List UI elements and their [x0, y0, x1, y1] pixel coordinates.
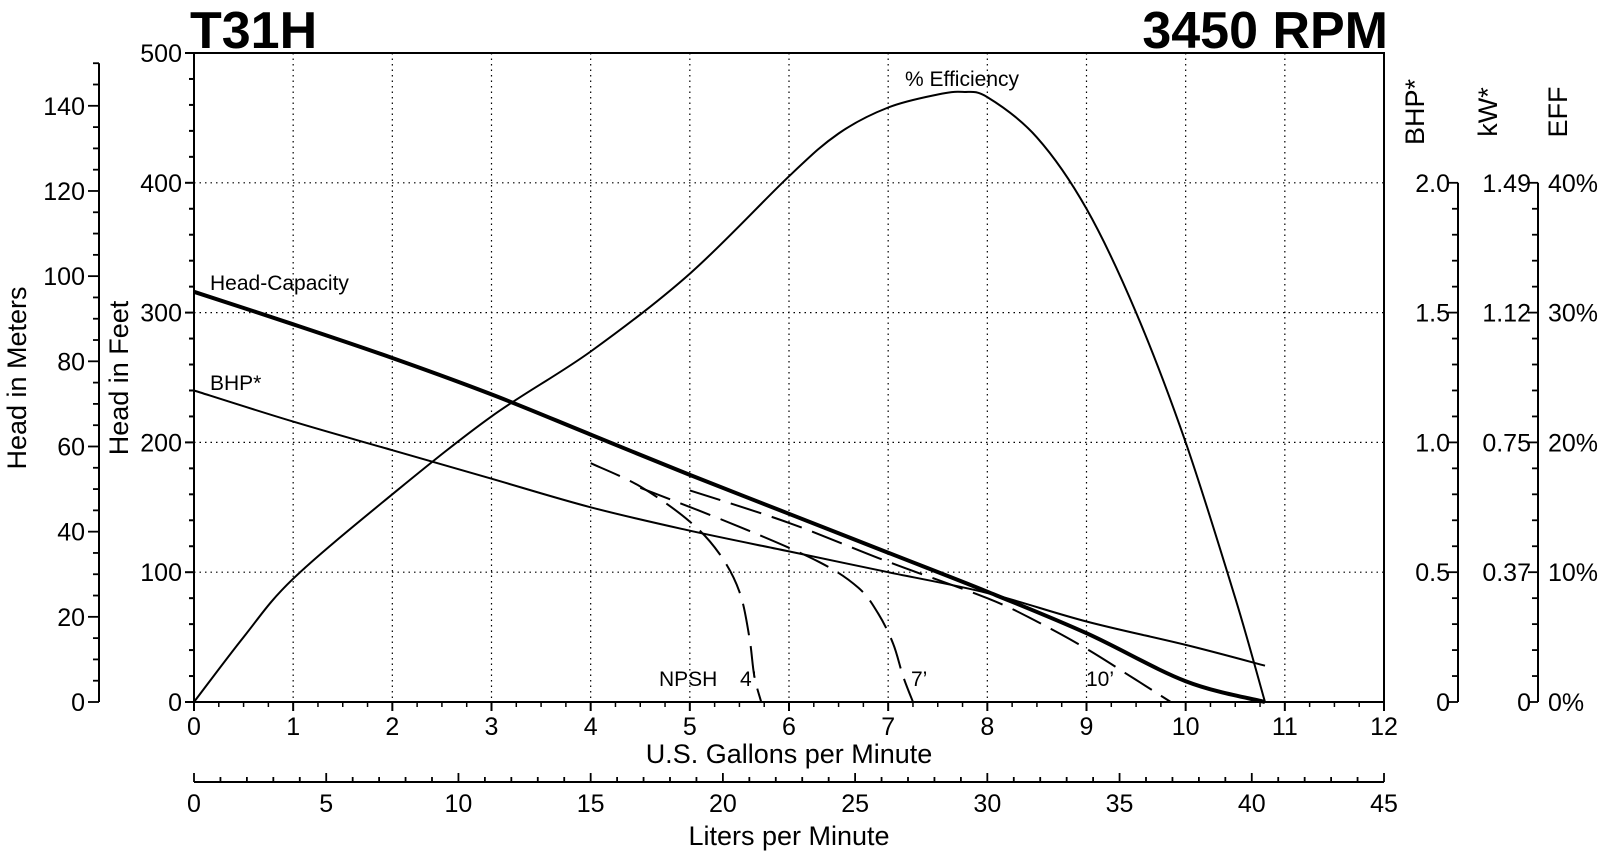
- eff-tick-label: 40%: [1548, 170, 1598, 198]
- y-axis-title-kw: kW*: [1473, 87, 1503, 137]
- x-tick-label: 2: [385, 713, 399, 741]
- bhp-tick-label: 1.0: [1415, 429, 1450, 457]
- y-tick-label-feet: 100: [140, 559, 182, 587]
- series: [193, 90, 1266, 704]
- kw-tick-label: 0.75: [1482, 429, 1531, 457]
- eff-tick-label: 30%: [1548, 300, 1598, 328]
- y-axis-title-meters: Head in Meters: [2, 286, 32, 469]
- y-tick-label-meters: 0: [71, 689, 85, 717]
- label-npsh-7: 7’: [911, 668, 927, 691]
- kw-tick-label: 1.49: [1482, 170, 1531, 198]
- y-axis-title-bhp: BHP*: [1400, 78, 1430, 145]
- plot-grid: [194, 53, 1384, 702]
- y-tick-label-feet: 500: [140, 40, 182, 68]
- x-tick-label: 1: [286, 713, 300, 741]
- lpm-tick-label: 25: [841, 790, 869, 818]
- series-7-line: [639, 486, 914, 703]
- label-head-capacity: Head-Capacity: [210, 272, 349, 295]
- kw-tick-label: 0: [1517, 689, 1531, 717]
- lpm-tick-label: 5: [319, 790, 333, 818]
- x-tick-label: 11: [1272, 713, 1298, 741]
- eff-tick-label: 10%: [1548, 559, 1598, 587]
- y-tick-label-feet: 200: [140, 429, 182, 457]
- y-tick-label-feet: 400: [140, 170, 182, 198]
- lpm-tick-label: 20: [709, 790, 737, 818]
- chart-title-model: T31H: [190, 2, 317, 60]
- label-npsh-10: 10’: [1086, 668, 1114, 691]
- bhp-tick-label: 1.5: [1415, 300, 1450, 328]
- x-tick-label: 8: [980, 713, 994, 741]
- y-tick-label-feet: 300: [140, 300, 182, 328]
- lpm-tick-label: 45: [1370, 790, 1398, 818]
- lpm-tick-label: 30: [973, 790, 1001, 818]
- label-npsh-4: 4’: [740, 668, 756, 691]
- series-10-line: [689, 489, 1172, 703]
- y-tick-label-meters: 40: [57, 519, 85, 547]
- y-tick-label-meters: 80: [57, 348, 85, 376]
- lpm-tick-label: 40: [1238, 790, 1266, 818]
- x-axis-title-lpm: Liters per Minute: [688, 821, 889, 851]
- label-bhp: BHP*: [210, 372, 261, 395]
- x-tick-label: 12: [1370, 713, 1398, 741]
- x-tick-label: 9: [1080, 713, 1094, 741]
- label-efficiency: % Efficiency: [905, 68, 1019, 91]
- series-bhp-line: [193, 389, 1266, 667]
- eff-tick-label: 0%: [1548, 689, 1584, 717]
- bhp-tick-label: 2.0: [1415, 170, 1450, 198]
- bhp-tick-label: 0: [1436, 689, 1450, 717]
- x-tick-label: 0: [187, 713, 201, 741]
- series-efficiency-line: [193, 90, 1266, 703]
- lpm-tick-label: 15: [577, 790, 605, 818]
- eff-tick-label: 20%: [1548, 429, 1598, 457]
- y-axis-title-feet: Head in Feet: [104, 300, 134, 455]
- x-tick-label: 10: [1172, 713, 1200, 741]
- x-axis-title-gpm: U.S. Gallons per Minute: [646, 739, 933, 769]
- series-head-capacity-line: [193, 289, 1266, 704]
- kw-tick-label: 0.37: [1482, 559, 1531, 587]
- y-tick-label-meters: 140: [43, 93, 85, 121]
- x-tick-label: 6: [782, 713, 796, 741]
- y-tick-label-meters: 20: [57, 604, 85, 632]
- series-npsh-4-line: [590, 462, 763, 703]
- kw-tick-label: 1.12: [1482, 300, 1531, 328]
- lpm-tick-label: 35: [1106, 790, 1134, 818]
- x-tick-label: 3: [485, 713, 499, 741]
- x-tick-label: 5: [683, 713, 697, 741]
- y-axis-title-eff: EFF: [1543, 87, 1573, 138]
- bhp-tick-label: 0.5: [1415, 559, 1450, 587]
- y-tick-label-meters: 60: [57, 433, 85, 461]
- label-npsh: NPSH: [659, 668, 717, 691]
- x-tick-label: 4: [584, 713, 598, 741]
- lpm-tick-label: 0: [187, 790, 201, 818]
- lpm-tick-label: 10: [445, 790, 473, 818]
- x-tick-label: 7: [881, 713, 895, 741]
- chart-title-rpm: 3450 RPM: [1142, 2, 1388, 60]
- y-tick-label-meters: 120: [43, 178, 85, 206]
- y-tick-label-feet: 0: [168, 689, 182, 717]
- y-tick-label-meters: 100: [43, 263, 85, 291]
